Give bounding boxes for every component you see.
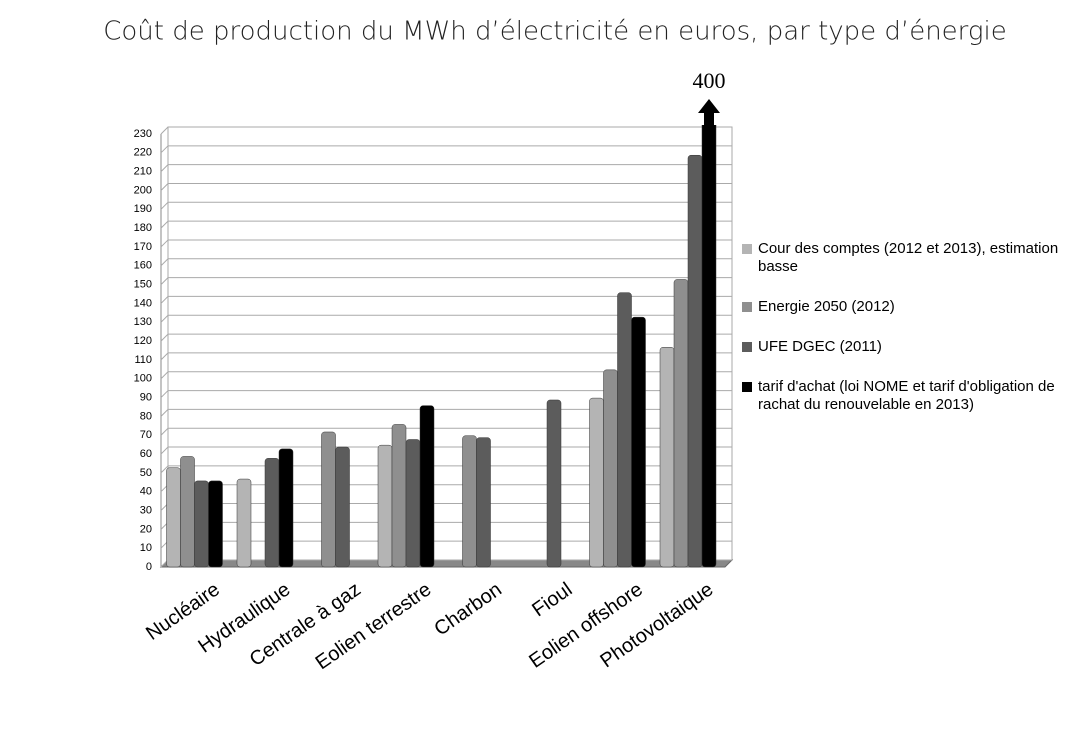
grid-line — [160, 446, 732, 455]
legend-swatch — [742, 302, 752, 312]
grid-line — [160, 314, 732, 323]
value-label: 400 — [693, 68, 726, 93]
grid-line — [160, 352, 732, 361]
y-tick-label: 30 — [140, 504, 152, 516]
y-tick-label: 170 — [134, 241, 152, 253]
legend-label: UFE DGEC (2011) — [758, 338, 882, 355]
y-tick-label: 230 — [134, 128, 152, 140]
grid-line — [160, 277, 732, 285]
legend-swatch — [742, 244, 752, 254]
y-tick-label: 100 — [134, 373, 152, 385]
legend-label: Cour des comptes (2012 et 2013), estimat… — [758, 240, 1059, 275]
y-tick-label: 60 — [140, 448, 152, 460]
y-tick-label: 50 — [140, 467, 152, 479]
bars — [166, 125, 717, 568]
bar — [631, 316, 646, 568]
bar — [659, 347, 675, 568]
y-tick-label: 20 — [140, 523, 152, 535]
bar — [278, 448, 294, 568]
grid-line — [160, 201, 732, 210]
bar — [405, 439, 421, 568]
y-tick-label: 210 — [134, 166, 152, 178]
grid-line — [160, 465, 732, 474]
legend: Cour des comptes (2012 et 2013), estimat… — [742, 240, 1062, 436]
x-tick-label: Fioul — [528, 578, 576, 621]
grid-line — [160, 258, 732, 267]
y-tick-label: 180 — [134, 222, 152, 234]
grid-line — [160, 295, 732, 304]
y-tick-label: 70 — [140, 429, 152, 441]
legend-item: Cour des comptes (2012 et 2013), estimat… — [742, 240, 1062, 276]
bar — [617, 292, 632, 568]
legend-swatch — [742, 382, 752, 392]
y-tick-label: 200 — [134, 184, 152, 196]
y-tick-label: 140 — [134, 297, 152, 309]
legend-label: tarif d'achat (loi NOME et tarif d'oblig… — [758, 378, 1055, 413]
y-tick-label: 120 — [134, 335, 152, 347]
y-tick-label: 190 — [134, 203, 152, 215]
grid-line — [160, 333, 732, 342]
legend-item: UFE DGEC (2011) — [742, 338, 1062, 356]
bar — [180, 456, 195, 568]
bar — [236, 478, 252, 568]
bar — [335, 446, 350, 568]
legend-item: tarif d'achat (loi NOME et tarif d'oblig… — [742, 378, 1062, 414]
grid-line — [160, 126, 732, 135]
y-tick-label: 220 — [134, 147, 152, 159]
bar — [701, 125, 717, 568]
bar — [673, 279, 689, 568]
grid-line — [160, 371, 732, 380]
y-tick-label: 90 — [140, 391, 152, 403]
bar — [377, 444, 393, 568]
bar — [546, 399, 562, 568]
legend-swatch — [742, 342, 752, 352]
bar — [391, 424, 407, 568]
bar — [603, 369, 618, 568]
y-tick-label: 10 — [140, 542, 152, 554]
y-tick-label: 150 — [134, 279, 152, 291]
legend-item: Energie 2050 (2012) — [742, 298, 1062, 316]
bar — [166, 467, 181, 568]
chart-title: Coût de production du MWh d’électricité … — [103, 17, 1006, 47]
grid-line — [160, 145, 732, 154]
legend-label: Energie 2050 (2012) — [758, 298, 895, 315]
grid-line — [160, 220, 732, 229]
bar — [476, 437, 491, 568]
bar — [687, 154, 703, 568]
grid-line — [160, 427, 732, 436]
x-tick-label: Charbon — [430, 578, 505, 640]
bar — [419, 405, 435, 568]
grid-line — [160, 408, 732, 417]
grid-line — [160, 164, 732, 173]
y-tick-label: 160 — [134, 260, 152, 272]
bar — [264, 458, 280, 568]
y-tick-label: 80 — [140, 410, 152, 422]
bar — [589, 397, 604, 568]
overflow-arrow — [698, 99, 720, 125]
y-tick-label: 130 — [134, 316, 152, 328]
bar — [208, 480, 223, 568]
y-tick-label: 40 — [140, 486, 152, 498]
grid-line — [160, 239, 732, 248]
y-tick-label: 0 — [146, 561, 152, 573]
grid-line — [160, 390, 732, 398]
bar — [462, 435, 477, 568]
y-tick-label: 110 — [134, 354, 152, 366]
grid-line — [160, 182, 732, 191]
bar — [194, 480, 209, 568]
bar — [321, 431, 336, 568]
plot-wall — [167, 126, 733, 561]
